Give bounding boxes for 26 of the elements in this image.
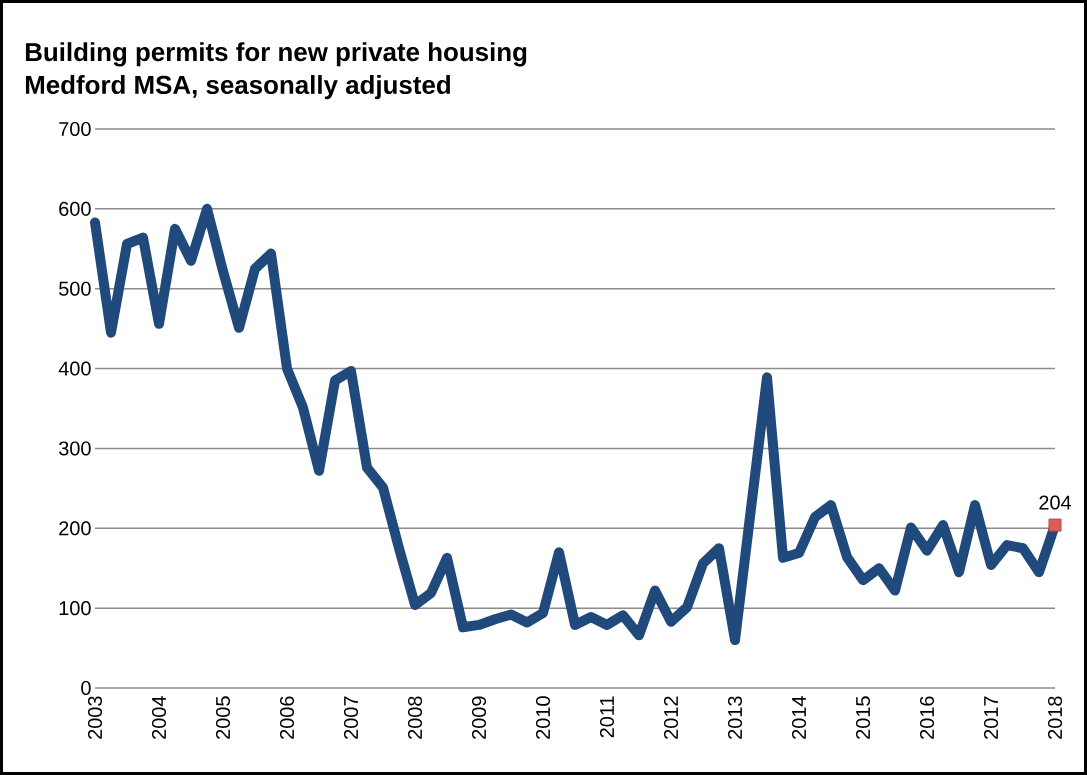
y-tick-label: 700	[59, 121, 91, 137]
y-tick-label: 0	[81, 680, 91, 696]
y-tick-label: 400	[58, 361, 91, 376]
x-tick-label: 2017	[983, 696, 999, 739]
x-tick-label: 2004	[151, 696, 167, 739]
x-tick-label: 2011	[599, 696, 615, 738]
x-tick-label: 2015	[855, 696, 871, 739]
x-tick-label: 2006	[279, 696, 295, 739]
x-tick-label: 2008	[407, 696, 423, 739]
y-tick-label: 200	[59, 521, 91, 536]
y-tick-label: 300	[59, 441, 91, 456]
chart-title: Building permits for new private housing Medford MSA, seasonally adjusted	[25, 42, 527, 100]
x-tick-label: 2007	[343, 696, 359, 739]
y-tick-label: 100	[59, 601, 91, 616]
x-tick-label: 2016	[919, 696, 935, 739]
x-tick-label: 2010	[535, 696, 551, 739]
x-tick-label: 2005	[215, 696, 231, 739]
x-tick-label: 2012	[663, 696, 679, 739]
data-label: 204	[1039, 495, 1072, 510]
x-tick-label: 2013	[727, 696, 743, 739]
x-tick-label: 2018	[1047, 696, 1063, 739]
y-tick-label: 500	[59, 281, 91, 296]
x-tick-label: 2003	[87, 696, 103, 739]
x-tick-label: 2009	[471, 696, 487, 739]
y-tick-label: 600	[59, 201, 91, 216]
x-tick-label: 2014	[791, 696, 807, 739]
